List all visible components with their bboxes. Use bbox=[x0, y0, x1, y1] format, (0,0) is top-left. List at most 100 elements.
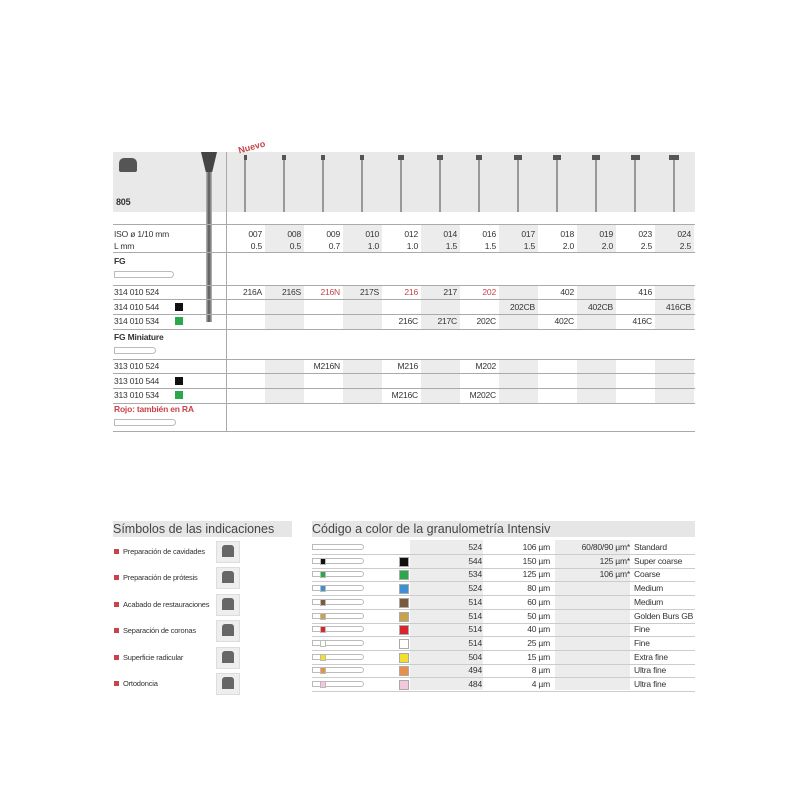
row-divider bbox=[312, 649, 695, 651]
indication-label: Preparación de cavidades bbox=[123, 547, 205, 556]
grit-name: Super coarse bbox=[634, 555, 683, 566]
row-divider bbox=[113, 314, 695, 315]
shaded-column bbox=[655, 224, 694, 252]
shaded-column bbox=[655, 285, 694, 329]
indication-label: Preparación de prótesis bbox=[123, 573, 198, 583]
grit-name: Golden Burs GB bbox=[634, 610, 694, 621]
bur-head-icon bbox=[282, 155, 286, 160]
bullet-icon bbox=[114, 681, 119, 686]
bullet-icon bbox=[114, 654, 119, 660]
product-code: 805 bbox=[116, 197, 131, 207]
bur-code: 216A bbox=[242, 287, 262, 297]
color-swatch bbox=[399, 652, 409, 663]
fg-miniature-label: FG Miniature bbox=[114, 332, 164, 342]
shaded-column bbox=[421, 224, 460, 252]
grit-code: 524 bbox=[468, 583, 482, 594]
grit-name: Standard bbox=[634, 542, 667, 552]
length-value: 1.5 bbox=[484, 241, 496, 251]
bur-code: 217S bbox=[359, 287, 379, 297]
indications-title: Símbolos de las indicaciones bbox=[113, 521, 292, 537]
bur-shank-icon bbox=[361, 160, 363, 212]
grit-name: Coarse bbox=[634, 569, 661, 580]
article-ref: 313 010 544 bbox=[114, 375, 160, 386]
length-value: 2.5 bbox=[679, 241, 691, 251]
shaded-column bbox=[499, 359, 538, 403]
bur-code: 216 bbox=[404, 287, 418, 297]
bur-code: 202C bbox=[476, 316, 496, 327]
bur-large-illustration bbox=[199, 152, 219, 322]
bur-code: 402CB bbox=[588, 301, 613, 312]
bur-shank-icon bbox=[312, 544, 364, 550]
color-swatch bbox=[399, 584, 409, 595]
grit-code: 494 bbox=[468, 665, 482, 676]
bur-code: M216C bbox=[391, 390, 419, 401]
iso-value: 009 bbox=[326, 229, 340, 239]
length-value: 0.5 bbox=[289, 241, 301, 251]
grit-size: 8 µm bbox=[531, 665, 550, 676]
shaded-column bbox=[499, 224, 538, 252]
iso-value: 016 bbox=[482, 229, 496, 239]
row-divider bbox=[113, 359, 695, 360]
shaded-column bbox=[655, 359, 694, 403]
bur-head-icon bbox=[475, 155, 483, 160]
bur-shank-icon bbox=[517, 160, 519, 212]
bur-shank-icon bbox=[312, 571, 364, 578]
row-divider bbox=[113, 373, 695, 374]
color-ring-icon bbox=[320, 639, 326, 647]
indication-symbol-icon bbox=[216, 620, 240, 643]
shaded-column bbox=[421, 285, 460, 329]
grit-name: Fine bbox=[634, 624, 650, 635]
grit-size: 4 µm bbox=[531, 679, 550, 689]
bur-head-icon bbox=[243, 155, 247, 160]
row-divider bbox=[113, 329, 695, 330]
bur-code: 416 bbox=[638, 287, 652, 297]
bur-head-icon bbox=[320, 155, 326, 160]
color-ring-icon bbox=[320, 612, 326, 620]
grit-alt-column bbox=[555, 540, 630, 690]
color-swatch bbox=[399, 556, 409, 567]
iso-value: 012 bbox=[404, 229, 418, 239]
shaded-column bbox=[421, 359, 460, 403]
color-swatch bbox=[399, 597, 409, 608]
bur-head-icon bbox=[514, 155, 522, 160]
bur-shank-icon bbox=[673, 160, 675, 212]
article-ref: 313 010 524 bbox=[114, 361, 160, 371]
bur-code: M216N bbox=[313, 361, 341, 371]
grit-code: 514 bbox=[468, 596, 482, 607]
iso-value: 024 bbox=[677, 229, 691, 239]
shaded-column bbox=[577, 359, 616, 403]
indication-label: Acabado de restauraciones bbox=[123, 599, 210, 609]
row-divider bbox=[312, 595, 695, 597]
bur-shank-icon bbox=[556, 160, 558, 212]
bur-shank-icon bbox=[312, 681, 364, 687]
bur-shank-icon bbox=[244, 160, 246, 212]
length-value: 1.5 bbox=[523, 241, 535, 251]
grit-name: Medium bbox=[634, 596, 664, 607]
article-ref: 314 010 524 bbox=[114, 287, 160, 297]
ra-note: Rojo: también en RA bbox=[114, 404, 194, 414]
bur-head-icon bbox=[630, 155, 640, 160]
length-value: 1.0 bbox=[367, 241, 379, 251]
iso-value: 019 bbox=[599, 229, 613, 239]
bur-head-icon bbox=[398, 155, 404, 160]
length-value: 1.5 bbox=[445, 241, 457, 251]
bur-code: 217C bbox=[437, 316, 457, 327]
indication-symbol-icon bbox=[216, 541, 240, 563]
grit-code: 484 bbox=[468, 679, 482, 689]
color-ring-icon bbox=[320, 598, 326, 606]
grit-name: Extra fine bbox=[634, 651, 668, 662]
grit-name: Ultra fine bbox=[634, 679, 667, 689]
shaded-column bbox=[577, 285, 616, 329]
bur-code: 202CB bbox=[510, 301, 535, 312]
row-divider bbox=[113, 285, 695, 286]
color-swatch bbox=[399, 638, 409, 649]
grit-size: 25 µm bbox=[527, 637, 550, 648]
bur-head-icon bbox=[553, 155, 561, 160]
color-swatch bbox=[399, 611, 409, 622]
indication-symbol-icon bbox=[216, 593, 240, 616]
row-divider bbox=[113, 224, 695, 225]
iso-label: ISO ø 1/10 mm bbox=[114, 229, 170, 239]
bur-shank-icon bbox=[634, 160, 636, 212]
article-ref: 313 010 534 bbox=[114, 390, 160, 401]
shaded-column bbox=[343, 359, 382, 403]
